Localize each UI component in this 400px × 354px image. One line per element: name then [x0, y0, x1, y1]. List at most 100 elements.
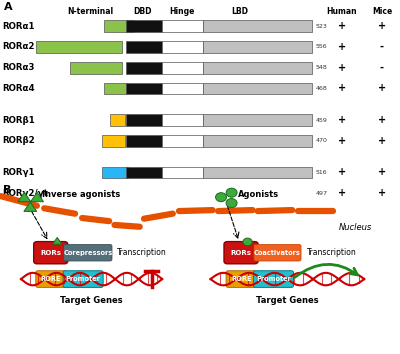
FancyBboxPatch shape: [162, 114, 203, 126]
Text: +: +: [378, 167, 386, 177]
FancyBboxPatch shape: [63, 271, 103, 287]
FancyBboxPatch shape: [126, 166, 162, 178]
Text: +: +: [338, 42, 346, 52]
Text: RORγ1: RORγ1: [2, 168, 34, 177]
FancyBboxPatch shape: [203, 166, 312, 178]
FancyBboxPatch shape: [162, 82, 203, 94]
Text: 548: 548: [315, 65, 327, 70]
Text: RORE: RORE: [231, 276, 252, 282]
FancyBboxPatch shape: [203, 20, 312, 32]
FancyBboxPatch shape: [203, 114, 312, 126]
Text: 516: 516: [315, 170, 327, 175]
Text: Transcription: Transcription: [117, 248, 167, 257]
FancyBboxPatch shape: [126, 187, 162, 199]
Text: Inverse agonists: Inverse agonists: [42, 190, 120, 199]
Text: +: +: [338, 115, 346, 125]
FancyBboxPatch shape: [203, 41, 312, 53]
Circle shape: [243, 238, 252, 246]
Text: Promoter: Promoter: [66, 276, 100, 282]
Text: Hinge: Hinge: [169, 7, 195, 16]
FancyBboxPatch shape: [104, 82, 126, 94]
FancyBboxPatch shape: [126, 114, 162, 126]
Text: LBD: LBD: [232, 7, 248, 16]
Circle shape: [216, 193, 226, 202]
FancyBboxPatch shape: [126, 82, 162, 94]
Text: -: -: [380, 42, 384, 52]
Text: +: +: [378, 21, 386, 31]
Text: RORβ2: RORβ2: [2, 136, 35, 145]
Text: +: +: [338, 84, 346, 93]
Text: RORs: RORs: [230, 250, 252, 256]
FancyBboxPatch shape: [162, 62, 203, 74]
FancyBboxPatch shape: [34, 241, 68, 264]
Text: 470: 470: [315, 138, 327, 143]
FancyBboxPatch shape: [126, 41, 162, 53]
FancyBboxPatch shape: [162, 187, 203, 199]
Text: +: +: [338, 188, 346, 198]
Text: Target Genes: Target Genes: [256, 296, 319, 306]
Text: Coactivators: Coactivators: [254, 250, 301, 256]
FancyBboxPatch shape: [126, 135, 162, 147]
FancyBboxPatch shape: [203, 187, 312, 199]
Text: 556: 556: [315, 45, 327, 50]
Text: A: A: [4, 2, 13, 12]
FancyBboxPatch shape: [126, 62, 162, 74]
Text: +: +: [338, 136, 346, 146]
FancyBboxPatch shape: [64, 244, 112, 261]
Text: RORα3: RORα3: [2, 63, 34, 72]
FancyBboxPatch shape: [224, 241, 258, 264]
Text: +: +: [378, 188, 386, 198]
Text: RORE: RORE: [41, 276, 61, 282]
FancyBboxPatch shape: [107, 187, 121, 199]
Text: 468: 468: [315, 86, 327, 91]
FancyBboxPatch shape: [203, 62, 312, 74]
FancyBboxPatch shape: [162, 41, 203, 53]
Text: +: +: [338, 63, 346, 73]
Text: 523: 523: [315, 24, 327, 29]
Circle shape: [226, 199, 237, 207]
Text: RORα2: RORα2: [2, 42, 34, 51]
Text: -: -: [380, 63, 384, 73]
Text: 497: 497: [315, 191, 327, 196]
FancyBboxPatch shape: [162, 135, 203, 147]
Text: N-terminal: N-terminal: [67, 7, 113, 16]
Text: Promoter: Promoter: [256, 276, 291, 282]
Text: B: B: [3, 185, 12, 195]
FancyBboxPatch shape: [36, 41, 122, 53]
Text: 459: 459: [315, 118, 327, 122]
Text: RORγ2/γt: RORγ2/γt: [2, 189, 48, 198]
Text: +: +: [378, 115, 386, 125]
FancyBboxPatch shape: [254, 271, 294, 287]
Text: Corepressors: Corepressors: [63, 250, 112, 256]
FancyBboxPatch shape: [126, 20, 162, 32]
FancyBboxPatch shape: [70, 62, 122, 74]
Text: RORβ1: RORβ1: [2, 115, 35, 125]
Text: Nucleus: Nucleus: [339, 223, 372, 232]
FancyBboxPatch shape: [102, 166, 128, 178]
Text: +: +: [378, 136, 386, 146]
Text: RORs: RORs: [40, 250, 61, 256]
FancyBboxPatch shape: [36, 271, 66, 287]
FancyBboxPatch shape: [102, 135, 125, 147]
Text: Agonists: Agonists: [238, 190, 279, 199]
Circle shape: [226, 188, 237, 197]
Text: Human: Human: [327, 7, 357, 16]
FancyBboxPatch shape: [162, 20, 203, 32]
Polygon shape: [24, 202, 37, 211]
Polygon shape: [18, 192, 31, 202]
FancyBboxPatch shape: [104, 20, 134, 32]
Text: Target Genes: Target Genes: [60, 296, 123, 306]
FancyBboxPatch shape: [226, 271, 256, 287]
Text: +: +: [338, 21, 346, 31]
Text: Transcription: Transcription: [306, 248, 356, 257]
FancyBboxPatch shape: [203, 135, 312, 147]
FancyBboxPatch shape: [203, 82, 312, 94]
FancyBboxPatch shape: [254, 244, 301, 261]
FancyBboxPatch shape: [110, 114, 125, 126]
Polygon shape: [31, 192, 44, 202]
Polygon shape: [53, 238, 62, 244]
Text: +: +: [378, 84, 386, 93]
Text: +: +: [338, 167, 346, 177]
Text: RORα1: RORα1: [2, 22, 34, 31]
Text: Mice: Mice: [372, 7, 392, 16]
